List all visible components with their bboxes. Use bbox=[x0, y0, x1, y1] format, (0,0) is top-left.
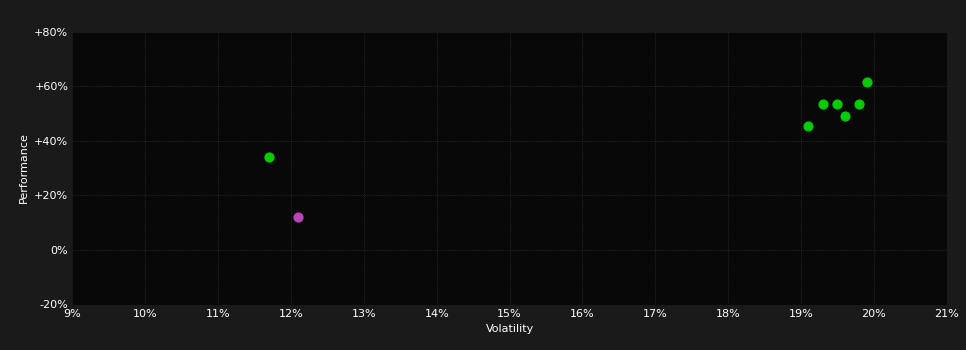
Point bbox=[830, 101, 845, 107]
Y-axis label: Performance: Performance bbox=[18, 133, 29, 203]
X-axis label: Volatility: Volatility bbox=[486, 324, 533, 334]
Point bbox=[852, 101, 867, 107]
Point bbox=[262, 154, 277, 160]
Point bbox=[291, 214, 306, 220]
Point bbox=[837, 113, 852, 119]
Point bbox=[801, 123, 816, 128]
Point bbox=[859, 79, 874, 85]
Point bbox=[815, 101, 831, 107]
